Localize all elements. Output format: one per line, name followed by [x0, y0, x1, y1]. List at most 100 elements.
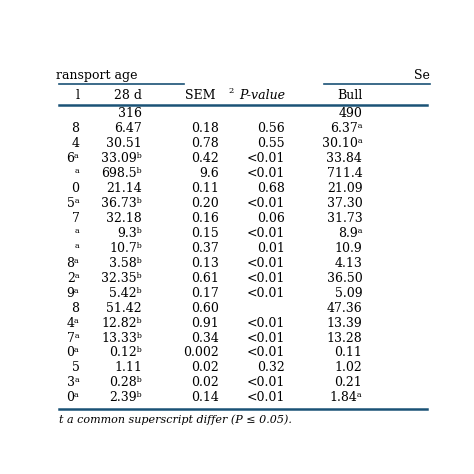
Text: 0.16: 0.16 [191, 212, 219, 225]
Text: l: l [75, 89, 80, 102]
Text: 8: 8 [72, 122, 80, 135]
Text: 33.09ᵇ: 33.09ᵇ [101, 152, 142, 165]
Text: 0.02: 0.02 [191, 376, 219, 390]
Text: 0.17: 0.17 [191, 287, 219, 300]
Text: 1.84ᵃ: 1.84ᵃ [329, 392, 362, 404]
Text: 21.09: 21.09 [327, 182, 362, 195]
Text: 0.002: 0.002 [183, 346, 219, 359]
Text: 5.09: 5.09 [335, 287, 362, 300]
Text: 31.73: 31.73 [327, 212, 362, 225]
Text: 1.11: 1.11 [114, 362, 142, 374]
Text: 32.18: 32.18 [106, 212, 142, 225]
Text: <0.01: <0.01 [247, 152, 285, 165]
Text: <0.01: <0.01 [247, 392, 285, 404]
Text: 21.14: 21.14 [106, 182, 142, 195]
Text: 711.4: 711.4 [327, 167, 362, 180]
Text: 0.42: 0.42 [191, 152, 219, 165]
Text: 0.18: 0.18 [191, 122, 219, 135]
Text: P-value: P-value [239, 89, 285, 102]
Text: 0ᵃ: 0ᵃ [66, 392, 80, 404]
Text: SEM: SEM [185, 89, 215, 102]
Text: 5: 5 [72, 362, 80, 374]
Text: 0.37: 0.37 [191, 242, 219, 255]
Text: 0.15: 0.15 [191, 227, 219, 240]
Text: 10.9: 10.9 [335, 242, 362, 255]
Text: 0ᵃ: 0ᵃ [66, 346, 80, 359]
Text: 51.42: 51.42 [106, 301, 142, 315]
Text: 36.73ᵇ: 36.73ᵇ [101, 197, 142, 210]
Text: 2.39ᵇ: 2.39ᵇ [109, 392, 142, 404]
Text: 0.06: 0.06 [257, 212, 285, 225]
Text: 9.6: 9.6 [199, 167, 219, 180]
Text: <0.01: <0.01 [247, 317, 285, 329]
Text: Bull: Bull [337, 89, 362, 102]
Text: 30.10ᵃ: 30.10ᵃ [321, 137, 362, 150]
Text: 32.35ᵇ: 32.35ᵇ [101, 272, 142, 285]
Text: 1.02: 1.02 [335, 362, 362, 374]
Text: 8ᵃ: 8ᵃ [66, 257, 80, 270]
Text: 0.20: 0.20 [191, 197, 219, 210]
Text: <0.01: <0.01 [247, 331, 285, 345]
Text: 0.01: 0.01 [257, 242, 285, 255]
Text: 0: 0 [72, 182, 80, 195]
Text: 2: 2 [228, 87, 234, 95]
Text: 9.3ᵇ: 9.3ᵇ [117, 227, 142, 240]
Text: 0.12ᵇ: 0.12ᵇ [109, 346, 142, 359]
Text: 0.55: 0.55 [257, 137, 285, 150]
Text: 37.30: 37.30 [327, 197, 362, 210]
Text: 698.5ᵇ: 698.5ᵇ [101, 167, 142, 180]
Text: 0.91: 0.91 [191, 317, 219, 329]
Text: 0.78: 0.78 [191, 137, 219, 150]
Text: 0.28ᵇ: 0.28ᵇ [109, 376, 142, 390]
Text: 36.50: 36.50 [327, 272, 362, 285]
Text: <0.01: <0.01 [247, 272, 285, 285]
Text: 6ᵃ: 6ᵃ [66, 152, 80, 165]
Text: 5ᵃ: 5ᵃ [67, 197, 80, 210]
Text: 9ᵃ: 9ᵃ [67, 287, 80, 300]
Text: 316: 316 [118, 107, 142, 120]
Text: 5.42ᵇ: 5.42ᵇ [109, 287, 142, 300]
Text: ᵃ: ᵃ [74, 227, 80, 240]
Text: <0.01: <0.01 [247, 227, 285, 240]
Text: 0.02: 0.02 [191, 362, 219, 374]
Text: 47.36: 47.36 [327, 301, 362, 315]
Text: 8: 8 [72, 301, 80, 315]
Text: 12.82ᵇ: 12.82ᵇ [101, 317, 142, 329]
Text: 13.39: 13.39 [327, 317, 362, 329]
Text: <0.01: <0.01 [247, 376, 285, 390]
Text: 0.13: 0.13 [191, 257, 219, 270]
Text: ᵃ: ᵃ [74, 167, 80, 180]
Text: 3.58ᵇ: 3.58ᵇ [109, 257, 142, 270]
Text: 0.60: 0.60 [191, 301, 219, 315]
Text: <0.01: <0.01 [247, 197, 285, 210]
Text: 13.33ᵇ: 13.33ᵇ [101, 331, 142, 345]
Text: <0.01: <0.01 [247, 287, 285, 300]
Text: 7: 7 [72, 212, 80, 225]
Text: 8.9ᵃ: 8.9ᵃ [337, 227, 362, 240]
Text: 0.61: 0.61 [191, 272, 219, 285]
Text: 4: 4 [72, 137, 80, 150]
Text: 0.34: 0.34 [191, 331, 219, 345]
Text: 6.47: 6.47 [114, 122, 142, 135]
Text: t a common superscript differ (P ≤ 0.05).: t a common superscript differ (P ≤ 0.05)… [59, 415, 292, 425]
Text: 4.13: 4.13 [335, 257, 362, 270]
Text: 490: 490 [338, 107, 362, 120]
Text: 3ᵃ: 3ᵃ [66, 376, 80, 390]
Text: 0.21: 0.21 [335, 376, 362, 390]
Text: 0.14: 0.14 [191, 392, 219, 404]
Text: 30.51: 30.51 [106, 137, 142, 150]
Text: 4ᵃ: 4ᵃ [66, 317, 80, 329]
Text: 0.11: 0.11 [335, 346, 362, 359]
Text: 0.32: 0.32 [257, 362, 285, 374]
Text: 2ᵃ: 2ᵃ [67, 272, 80, 285]
Text: 6.37ᵃ: 6.37ᵃ [330, 122, 362, 135]
Text: 0.68: 0.68 [257, 182, 285, 195]
Text: <0.01: <0.01 [247, 167, 285, 180]
Text: 13.28: 13.28 [327, 331, 362, 345]
Text: 0.56: 0.56 [257, 122, 285, 135]
Text: ᵃ: ᵃ [74, 242, 80, 255]
Text: 0.11: 0.11 [191, 182, 219, 195]
Text: 10.7ᵇ: 10.7ᵇ [109, 242, 142, 255]
Text: <0.01: <0.01 [247, 257, 285, 270]
Text: Se: Se [414, 69, 430, 82]
